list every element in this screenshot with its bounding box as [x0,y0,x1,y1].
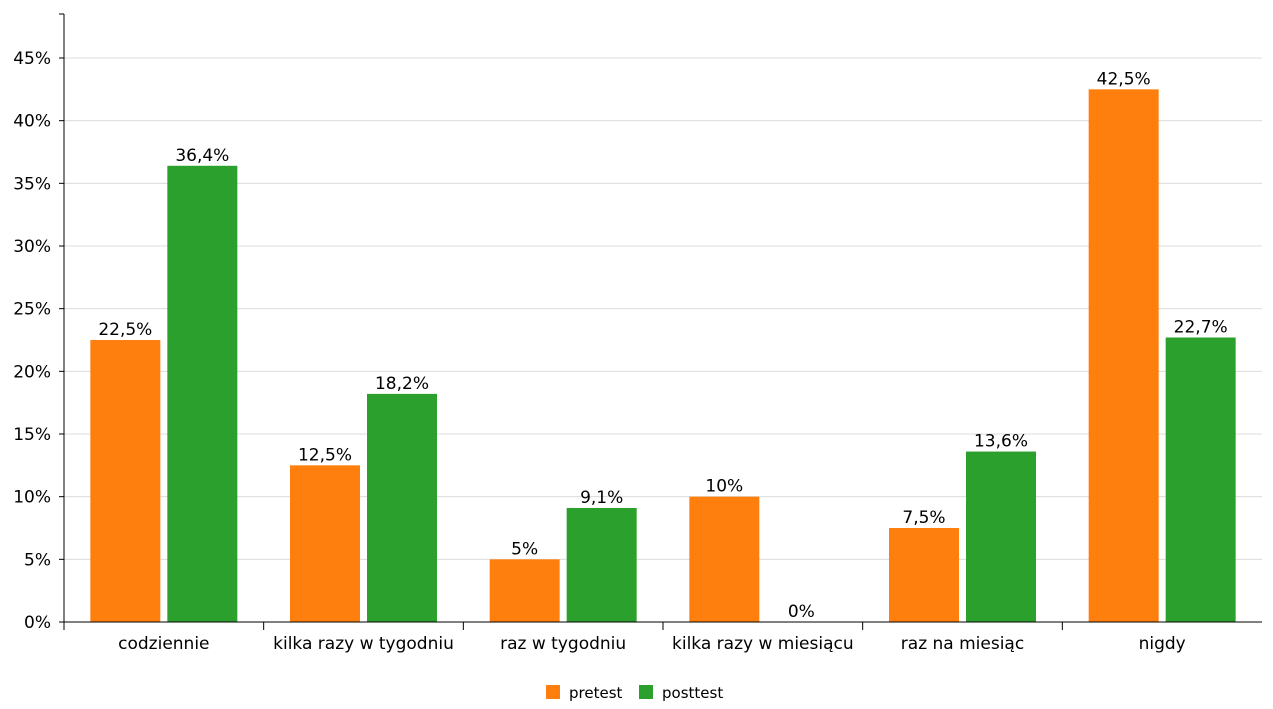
y-tick-label: 40% [13,112,51,132]
y-tick-label: 25% [13,300,51,320]
data-label: 13,6% [974,432,1028,452]
y-tick-label: 10% [13,488,51,508]
bar-pretest [889,528,959,622]
data-labels: 22,5% 12,5% 5% 10% 7,5% 42,5% 36,4% 18,2% 9,1% 0%… [98,69,1227,622]
data-label: 22,7% [1174,317,1228,337]
bar-posttest [566,507,637,622]
legend-swatch-posttest [639,685,653,699]
bar-posttest [966,451,1036,622]
data-label: 18,2% [375,374,429,394]
y-tick-label: 45% [13,49,51,69]
bar-posttest [1165,337,1236,622]
x-category-label: raz w tygodniu [500,634,626,654]
bar-pretest [489,559,560,622]
y-tick-label: 30% [13,237,51,257]
legend-swatch-pretest [546,685,560,699]
legend-label-pretest: pretest [569,684,623,702]
bar-pretest [290,465,360,622]
bars [90,89,1236,623]
gridlines [64,57,1262,560]
data-label: 9,1% [580,488,623,508]
bar-posttest [167,165,238,622]
data-label: 12,5% [298,445,352,465]
bar-pretest [90,340,161,622]
data-label: 42,5% [1097,69,1151,89]
data-label: 5% [511,539,538,559]
y-tick-label: 35% [13,174,51,194]
x-category-label: nigdy [1139,634,1186,654]
bar-pretest [689,496,760,622]
y-tick-label: 20% [13,362,51,382]
legend: pretest posttest [546,684,723,702]
data-label: 0% [788,602,815,622]
bar-pretest [1088,89,1159,623]
legend-label-posttest: posttest [662,684,723,702]
y-tick-label: 5% [24,550,51,570]
data-label: 36,4% [175,146,229,166]
x-category-label: raz na miesiąc [901,634,1024,654]
data-label: 22,5% [98,320,152,340]
x-category-label: kilka razy w tygodniu [273,634,454,654]
y-tick-label: 15% [13,425,51,445]
x-category-label: codziennie [118,634,209,654]
data-label: 10% [705,477,743,497]
axes: 0% 5% 10% 15% 20% 25% 30% 35% 40% 45% codziennie ki… [13,13,1262,654]
bar-posttest [367,393,437,622]
y-tick-label: 0% [24,613,51,633]
data-label: 7,5% [902,508,945,528]
x-category-label: kilka razy w miesiącu [672,634,854,654]
